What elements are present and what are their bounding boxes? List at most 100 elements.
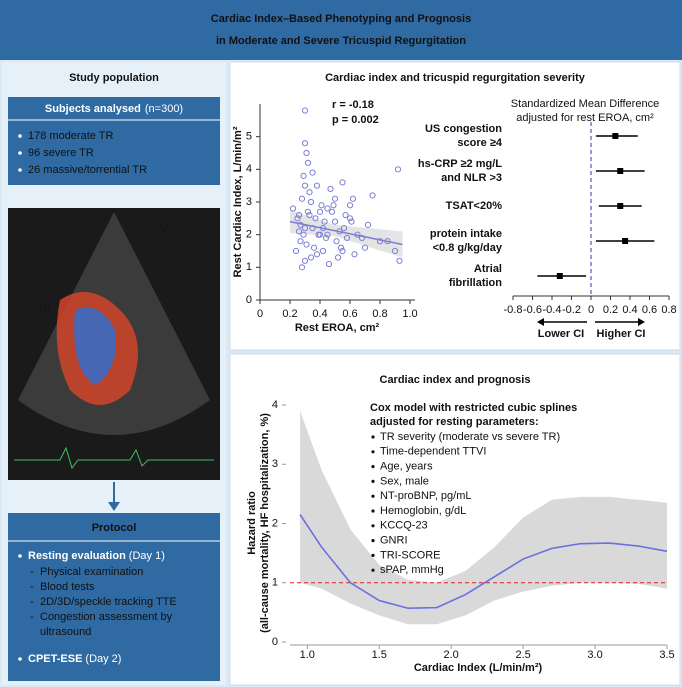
point <box>346 202 354 209</box>
point <box>330 202 337 209</box>
point <box>297 238 304 245</box>
point <box>318 202 325 209</box>
echo-doppler <box>74 307 116 385</box>
point <box>343 234 351 242</box>
point <box>301 140 309 147</box>
point <box>307 198 315 206</box>
category-label: Atrial <box>474 263 502 275</box>
x-tick-label: 0.4 <box>622 304 637 316</box>
point <box>301 182 309 189</box>
point <box>333 238 340 245</box>
subjects-box <box>8 97 220 185</box>
point <box>306 189 313 196</box>
chart-subtitle: adjusted for rest EROA, cm² <box>516 112 654 124</box>
point <box>346 215 354 222</box>
fit-band <box>290 210 403 258</box>
legend-title: Cox model with restricted cubic splines <box>370 402 577 414</box>
point <box>304 159 312 166</box>
dash: - <box>30 566 34 578</box>
section-title: Study population <box>69 72 159 84</box>
point <box>339 179 346 186</box>
ecg-trace <box>14 446 214 470</box>
spline <box>299 514 668 610</box>
point <box>301 257 309 264</box>
x-tick-label: 0.2 <box>603 304 618 316</box>
point <box>312 215 319 222</box>
y-tick-label: 1 <box>246 261 252 273</box>
point <box>331 218 339 225</box>
echo-label: 10 <box>38 302 50 314</box>
protocol-when: (Day 2) <box>85 653 121 665</box>
point <box>351 251 358 258</box>
category-label: fibrillation <box>449 277 502 289</box>
point <box>295 228 303 235</box>
category-label: US congestion <box>425 123 502 135</box>
bullet-dot <box>18 554 22 558</box>
point <box>298 195 306 202</box>
y-tick-label: 1 <box>272 577 278 589</box>
x-tick-label: 1.0 <box>402 308 417 320</box>
bullet: 26 massive/torrential TR <box>28 164 147 176</box>
protocol-subitem: Physical examination <box>40 566 143 578</box>
arrow-head <box>108 502 120 511</box>
point <box>307 254 315 261</box>
point <box>321 218 328 225</box>
bullet: 178 moderate TR <box>28 130 113 142</box>
point <box>294 215 301 222</box>
legend-item: Time-dependent TTVI <box>380 446 486 458</box>
point <box>348 218 355 225</box>
legend-item: KCCQ-23 <box>380 520 428 532</box>
dash: - <box>30 611 34 623</box>
point <box>361 244 369 251</box>
x-tick-label: -0.6 <box>523 304 542 316</box>
x-tick-label: 2.0 <box>444 649 459 661</box>
point <box>300 172 307 179</box>
bullet-dot <box>18 168 22 172</box>
y-axis-label: Rest Cardiac Index, L/min/m² <box>232 126 244 277</box>
bullet-dot <box>371 539 375 543</box>
legend-item: Hemoglobin, g/dL <box>380 505 466 517</box>
point <box>313 251 321 258</box>
x-tick-label: 1.0 <box>300 649 315 661</box>
x-tick-label: -0.4 <box>543 304 562 316</box>
category-label: hs-CRP ≥2 mg/L <box>418 158 502 170</box>
bullet: 96 severe TR <box>28 147 94 159</box>
point <box>324 231 331 238</box>
bullet-dot <box>371 509 375 513</box>
bullet-dot <box>371 494 375 498</box>
y-tick-label: 5 <box>246 131 252 143</box>
estimate <box>617 203 624 209</box>
point <box>319 247 327 255</box>
x-tick-label: -0.2 <box>562 304 581 316</box>
point <box>369 192 376 199</box>
legend-item: sPAP, mmHg <box>380 564 444 576</box>
bullet-dot <box>371 450 375 454</box>
legend-item: TR severity (moderate vs severe TR) <box>380 431 560 443</box>
point <box>340 225 348 232</box>
protocol-subitem: 2D/3D/speckle tracking TTE <box>40 596 177 608</box>
point <box>292 247 300 255</box>
y-tick-label: 4 <box>272 399 278 411</box>
point <box>304 208 312 215</box>
protocol-item: CPET-ESE <box>28 653 82 665</box>
header-band <box>0 0 682 60</box>
y-axis-label: (all-cause mortality, HF hospitalization… <box>259 413 271 633</box>
y-tick-label: 2 <box>246 229 252 241</box>
subjects-heading: Subjects analysed (n=300) <box>45 103 183 115</box>
x-tick-label: 0.6 <box>642 304 657 316</box>
y-tick-label: 4 <box>246 163 252 175</box>
point <box>324 205 331 212</box>
point <box>306 211 313 219</box>
point <box>334 254 342 261</box>
protocol-item: Resting evaluation (Day 1) <box>28 550 165 562</box>
bullet-dot <box>371 524 375 528</box>
legend-item: GNRI <box>380 535 408 547</box>
bullet-dot <box>371 568 375 572</box>
section-title: Protocol <box>92 522 137 534</box>
x-axis-label: Rest EROA, cm² <box>295 322 380 334</box>
y-axis-label: Hazard ratio <box>246 491 258 555</box>
protocol-subitem: Congestion assessment by <box>40 611 173 623</box>
legend-item: TRI-SCORE <box>380 549 441 561</box>
y-tick-label: 3 <box>272 458 278 470</box>
